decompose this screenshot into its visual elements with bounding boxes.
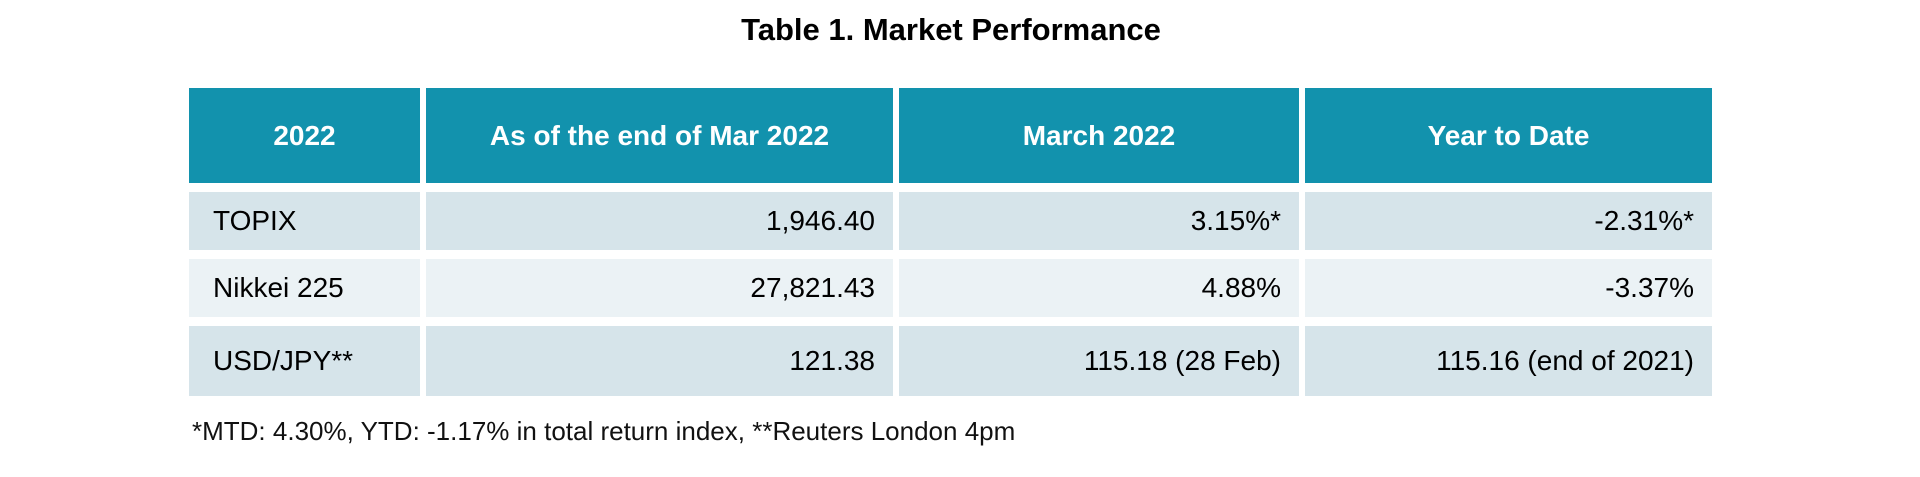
table-title: Table 1. Market Performance (741, 12, 1161, 47)
column-header-year-to-date: Year to Date (1305, 87, 1712, 183)
topix-ytd-value: -2.31%* (1305, 191, 1712, 250)
column-header-2022: 2022 (189, 87, 420, 183)
topix-end-of-mar-value: 1,946.40 (426, 191, 893, 250)
column-header-march-2022: March 2022 (899, 87, 1299, 183)
nikkei-march-2022-value: 4.88% (899, 258, 1299, 317)
nikkei-ytd-value: -3.37% (1305, 258, 1712, 317)
usdjpy-ytd-value: 115.16 (end of 2021) (1305, 325, 1712, 396)
usdjpy-march-2022-value: 115.18 (28 Feb) (899, 325, 1299, 396)
table-footnote: *MTD: 4.30%, YTD: -1.17% in total return… (192, 415, 1016, 446)
row-label-nikkei-225: Nikkei 225 (189, 258, 420, 317)
row-label-usd-jpy: USD/JPY** (189, 325, 420, 396)
report-page: Table 1. Market Performance 2022 As of t… (0, 12, 1920, 477)
usdjpy-end-of-mar-value: 121.38 (426, 325, 893, 396)
column-header-end-of-mar: As of the end of Mar 2022 (426, 87, 893, 183)
market-performance-table: 2022 As of the end of Mar 2022 March 202… (189, 87, 1712, 396)
topix-march-2022-value: 3.15%* (899, 191, 1299, 250)
nikkei-end-of-mar-value: 27,821.43 (426, 258, 893, 317)
row-label-topix: TOPIX (189, 191, 420, 250)
